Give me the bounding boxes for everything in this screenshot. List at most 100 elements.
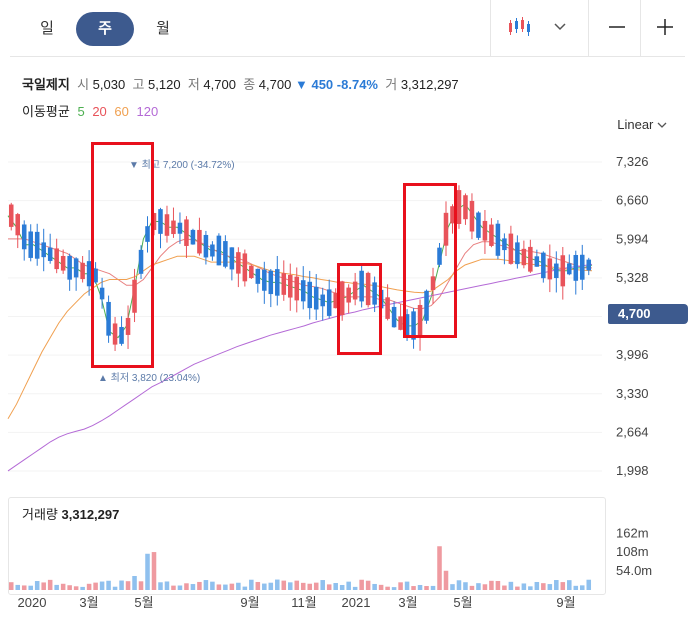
candle-body xyxy=(391,306,397,328)
volume-tick-label: 162m xyxy=(616,525,649,540)
price-tick-label: 3,996 xyxy=(616,347,649,362)
volume-total: 3,312,297 xyxy=(61,507,120,522)
candle-body xyxy=(229,247,235,270)
candle-body xyxy=(307,281,313,309)
divider xyxy=(640,0,641,56)
candle-body xyxy=(573,255,579,281)
minus-icon[interactable] xyxy=(600,10,634,44)
candle-body xyxy=(164,214,170,236)
time-tick-label: 5월 xyxy=(134,595,153,610)
candle-body xyxy=(313,286,319,310)
candle-body xyxy=(249,265,254,279)
candle-body xyxy=(67,255,72,280)
close-label: 종 xyxy=(243,77,256,92)
candle-body xyxy=(300,280,306,302)
price-tick-label: 5,994 xyxy=(616,231,649,246)
open-label: 시 xyxy=(77,77,90,92)
price-tick-label: 2,664 xyxy=(616,424,649,439)
candle-body xyxy=(158,209,163,234)
highlight-box xyxy=(337,263,382,355)
low-label: 저 xyxy=(187,77,200,92)
ma120-label: 120 xyxy=(136,104,159,119)
tab-week[interactable]: 주 xyxy=(76,12,134,46)
open-value: 5,030 xyxy=(92,77,126,92)
low-annotation: ▲ 최저 3,820 (23.04%) xyxy=(98,373,201,384)
volume-value-short: 3,312,297 xyxy=(400,77,459,92)
high-annotation: ▼ 최고 7,200 (-34.72%) xyxy=(129,160,235,171)
scale-label: Linear xyxy=(617,117,654,132)
volume-tick-label: 54.0m xyxy=(616,563,652,578)
candle-body xyxy=(547,258,553,280)
volume-tick-label: 108m xyxy=(616,544,649,559)
time-tick-label: 3월 xyxy=(79,595,98,610)
candle-body xyxy=(255,268,261,284)
candle-body xyxy=(21,224,27,250)
candle-body xyxy=(60,255,66,271)
time-tick-label: 9월 xyxy=(240,595,259,610)
period-tabs: 일 주 월 xyxy=(18,12,192,46)
ma-label: 이동평균 xyxy=(22,104,70,119)
candle-body xyxy=(554,263,559,279)
candle-body xyxy=(184,219,189,246)
candle-body xyxy=(281,273,287,295)
candle-body xyxy=(203,234,209,258)
candle-body xyxy=(586,259,592,271)
candle-body xyxy=(54,248,59,270)
price-tick-label: 1,998 xyxy=(616,463,649,478)
time-tick-label: 11월 xyxy=(291,595,316,610)
candle-body xyxy=(8,204,14,227)
candle-body xyxy=(502,238,507,251)
divider xyxy=(490,0,491,56)
highlight-box xyxy=(91,142,154,368)
ma5-label: 5 xyxy=(77,104,85,119)
high-value: 5,120 xyxy=(148,77,181,92)
volume-label-short: 거 xyxy=(385,77,398,92)
price-tick-label: 5,328 xyxy=(616,270,649,285)
chevron-down-icon[interactable] xyxy=(548,10,572,44)
candle-body xyxy=(521,248,527,266)
candle-body xyxy=(210,244,215,257)
candle-body xyxy=(268,270,274,295)
time-tick-label: 9월 xyxy=(556,595,575,610)
scale-dropdown[interactable]: Linear xyxy=(617,117,667,132)
candle-body xyxy=(495,223,501,256)
down-arrow-icon: ▼ xyxy=(294,77,308,92)
price-tick-label: 6,660 xyxy=(616,193,649,208)
time-tick-label: 2020 xyxy=(18,595,47,610)
candle-body xyxy=(190,229,196,245)
candle-body xyxy=(515,242,520,265)
candle-body xyxy=(275,269,280,296)
time-tick-label: 5월 xyxy=(453,595,472,610)
candle-body xyxy=(463,195,468,220)
high-label: 고 xyxy=(132,77,145,92)
candle-body xyxy=(482,220,488,241)
candle-body xyxy=(326,289,332,316)
close-value: 4,700 xyxy=(258,77,292,92)
candle-body xyxy=(456,190,462,224)
price-tick-label: 3,330 xyxy=(616,386,649,401)
candle-body xyxy=(489,224,494,246)
candlestick-icon[interactable] xyxy=(500,10,540,44)
candle-body xyxy=(560,255,566,287)
candle-body xyxy=(567,263,572,275)
ma60-label: 60 xyxy=(114,104,129,119)
candle-body xyxy=(262,269,267,291)
candle-body xyxy=(469,200,475,232)
candle-body xyxy=(242,253,248,282)
tab-month[interactable]: 월 xyxy=(156,20,170,37)
time-tick-label: 2021 xyxy=(342,595,371,610)
highlight-box xyxy=(403,183,457,338)
divider xyxy=(588,0,589,56)
candle-body xyxy=(41,242,46,258)
current-price-tag: 4,700 xyxy=(608,304,688,324)
candle-body xyxy=(320,294,325,307)
change-pct: -8.74% xyxy=(336,77,378,92)
candle-body xyxy=(579,254,585,280)
candle-body xyxy=(47,247,53,261)
candle-body xyxy=(80,262,85,280)
plus-icon[interactable] xyxy=(648,10,682,44)
time-tick-label: 3월 xyxy=(398,595,417,610)
candle-body xyxy=(294,276,300,301)
tab-day[interactable]: 일 xyxy=(40,20,54,37)
candle-body xyxy=(385,297,390,319)
